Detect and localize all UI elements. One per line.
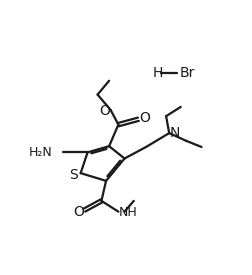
Text: H: H — [152, 66, 163, 80]
Text: S: S — [69, 168, 78, 182]
Text: N: N — [170, 126, 180, 140]
Text: O: O — [73, 205, 84, 219]
Text: NH: NH — [119, 206, 138, 219]
Text: H₂N: H₂N — [28, 146, 52, 159]
Text: O: O — [139, 111, 150, 125]
Text: Br: Br — [179, 66, 195, 80]
Text: O: O — [99, 104, 110, 118]
